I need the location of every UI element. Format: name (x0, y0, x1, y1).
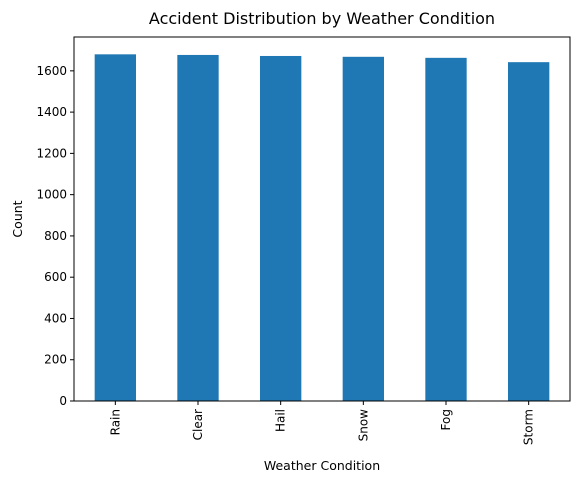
x-axis-label: Weather Condition (264, 458, 380, 473)
y-tick-label: 1600 (36, 64, 67, 78)
bar-clear (177, 54, 219, 401)
x-tick-label: Rain (108, 409, 122, 435)
y-axis-label: Count (10, 200, 25, 237)
x-tick-label: Snow (356, 409, 370, 442)
bar-rain (94, 54, 136, 401)
x-tick-label: Hail (274, 409, 288, 432)
chart-title: Accident Distribution by Weather Conditi… (149, 9, 495, 28)
x-tick-label: Clear (191, 409, 205, 440)
y-tick-label: 200 (44, 353, 67, 367)
bar-storm (508, 62, 550, 402)
y-tick-label: 0 (59, 394, 67, 408)
y-tick-label: 800 (44, 229, 67, 243)
bar-hail (260, 55, 302, 401)
y-axis-ticks: 0 200 400 600 800 1000 1200 1400 1600 (36, 64, 74, 408)
x-tick-label: Fog (439, 409, 453, 430)
x-axis-ticks: Rain Clear Hail Snow Fog Storm (108, 401, 536, 445)
bar-fog (425, 57, 467, 402)
bars-group (94, 54, 550, 402)
x-tick-label: Storm (522, 409, 536, 445)
y-tick-label: 400 (44, 311, 67, 325)
bar-snow (342, 56, 384, 402)
y-tick-label: 600 (44, 270, 67, 284)
y-tick-label: 1200 (36, 146, 67, 160)
plot-frame (73, 36, 571, 402)
y-tick-label: 1000 (36, 188, 67, 202)
y-tick-label: 1400 (36, 105, 67, 119)
